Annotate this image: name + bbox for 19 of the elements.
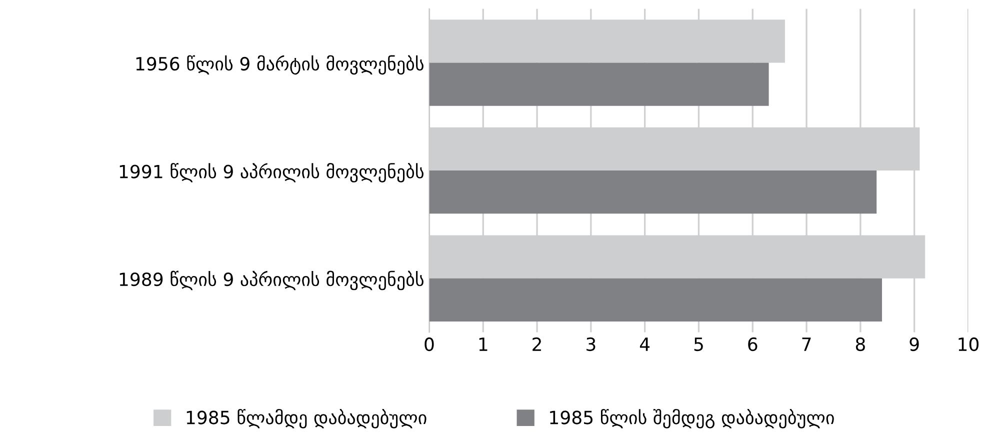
x-tick-label: 10	[958, 337, 979, 352]
x-tick-label: 2	[532, 337, 541, 351]
x-tick-label: 1	[479, 338, 488, 351]
x-tick-label: 9	[910, 337, 919, 352]
x-tick-label: 8	[856, 337, 865, 352]
legend-label: 1985 წლამდე დაბადებული	[186, 408, 426, 428]
y-tick-label: 1991 წლის 9 აპრილის მოვლენებს	[120, 162, 424, 182]
y-tick-label: 1989 წლის 9 აპრილის მოვლენებს	[120, 270, 424, 290]
bar	[429, 170, 877, 214]
x-tick-label: 7	[802, 338, 811, 351]
x-tick-label: 0	[424, 337, 434, 352]
x-tick-label: 4	[640, 338, 650, 351]
legend-label: 1985 წლის შემდეგ დაბადებული	[550, 408, 834, 428]
y-tick-label: 1956 წლის 9 მარტის მოვლენებს	[136, 55, 424, 75]
bar	[429, 278, 882, 322]
x-tick-label: 3	[586, 337, 596, 352]
x-tick-label: 5	[694, 338, 703, 352]
bar	[429, 62, 769, 106]
x-tick-label: 6	[748, 337, 758, 352]
